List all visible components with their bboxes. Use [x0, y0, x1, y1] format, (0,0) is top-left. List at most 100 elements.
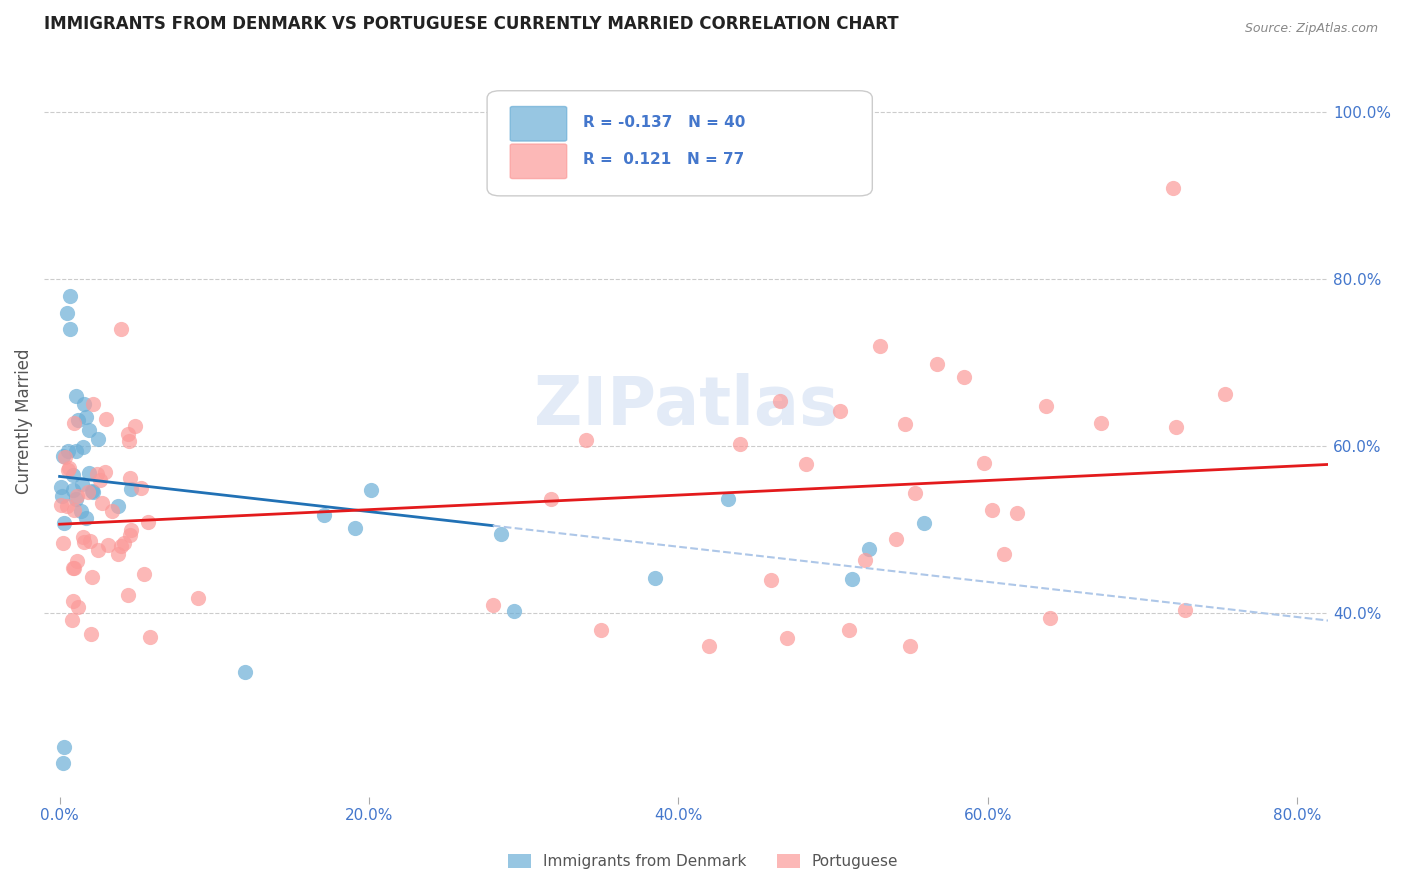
Point [904, 486, 927, 500]
Point [90, 496, 112, 510]
Point [776, 631, 799, 645]
Point [65, 444, 87, 458]
Point [481, 598, 503, 612]
Point [124, 419, 146, 434]
Point [63, 561, 86, 575]
Point [187, 591, 209, 605]
Point [53, 739, 76, 754]
Point [66, 413, 89, 427]
Point [65, 389, 87, 403]
FancyBboxPatch shape [510, 144, 567, 178]
Point [56, 444, 79, 458]
Point [1090, 416, 1112, 430]
Point [70, 476, 93, 491]
Point [82, 485, 104, 500]
Point [77, 485, 100, 500]
Point [58, 461, 80, 475]
Point [56, 499, 79, 513]
Point [730, 436, 752, 450]
Text: Source: ZipAtlas.com: Source: ZipAtlas.com [1244, 22, 1378, 36]
Point [59, 289, 82, 303]
Point [699, 640, 721, 654]
Point [117, 588, 139, 602]
Text: R = -0.137   N = 40: R = -0.137 N = 40 [583, 115, 745, 129]
Point [129, 481, 152, 495]
Text: R =  0.121   N = 77: R = 0.121 N = 77 [583, 153, 745, 168]
Point [853, 553, 876, 567]
Point [1038, 611, 1060, 625]
Point [49, 480, 72, 494]
Point [575, 433, 598, 447]
Point [107, 547, 129, 561]
Point [644, 571, 666, 585]
Point [927, 357, 949, 371]
Text: IMMIGRANTS FROM DENMARK VS PORTUGUESE CURRENTLY MARRIED CORRELATION CHART: IMMIGRANTS FROM DENMARK VS PORTUGUESE CU… [44, 15, 898, 33]
Y-axis label: Currently Married: Currently Married [15, 349, 32, 494]
Point [589, 623, 612, 637]
Point [360, 483, 382, 498]
Point [63, 503, 86, 517]
Point [120, 523, 142, 537]
Point [70, 504, 93, 518]
Point [112, 535, 135, 549]
Point [869, 339, 891, 353]
Point [502, 604, 524, 618]
Point [51, 498, 73, 512]
Point [82, 397, 104, 411]
Point [62, 416, 84, 430]
Point [858, 542, 880, 557]
Point [94, 412, 117, 426]
Point [97, 538, 120, 552]
Point [75, 409, 97, 424]
Point [136, 516, 159, 530]
Point [794, 457, 817, 471]
Point [110, 322, 132, 336]
Point [139, 630, 162, 644]
Point [761, 573, 783, 587]
Point [489, 526, 512, 541]
Point [52, 449, 75, 463]
Point [900, 640, 922, 654]
Point [52, 516, 75, 530]
Point [120, 482, 142, 496]
Point [89, 473, 111, 487]
Point [80, 570, 103, 584]
Point [51, 489, 73, 503]
Point [66, 489, 89, 503]
Point [233, 665, 256, 679]
Point [62, 560, 84, 574]
Point [101, 503, 124, 517]
Point [1035, 399, 1057, 413]
Point [52, 536, 75, 550]
Point [62, 483, 84, 497]
Legend: Immigrants from Denmark, Portuguese: Immigrants from Denmark, Portuguese [502, 848, 904, 875]
Point [72, 530, 94, 544]
Point [118, 434, 141, 449]
Point [769, 394, 792, 409]
Point [314, 508, 336, 523]
FancyBboxPatch shape [510, 106, 567, 141]
Point [134, 566, 156, 581]
Point [79, 533, 101, 548]
Point [67, 600, 90, 615]
Point [73, 535, 96, 549]
Point [94, 465, 117, 479]
Point [52, 756, 75, 771]
Point [75, 510, 97, 524]
Point [912, 516, 935, 530]
Point [120, 471, 142, 485]
Point [540, 492, 562, 507]
Point [952, 369, 974, 384]
Point [66, 554, 89, 568]
Point [1174, 603, 1197, 617]
Point [80, 627, 103, 641]
Point [59, 321, 82, 335]
Point [53, 450, 76, 465]
Point [828, 404, 851, 418]
Point [1163, 180, 1185, 194]
Point [118, 528, 141, 542]
Point [72, 440, 94, 454]
Text: ZIPatlas: ZIPatlas [534, 373, 838, 439]
Point [894, 417, 917, 432]
Point [717, 492, 740, 507]
